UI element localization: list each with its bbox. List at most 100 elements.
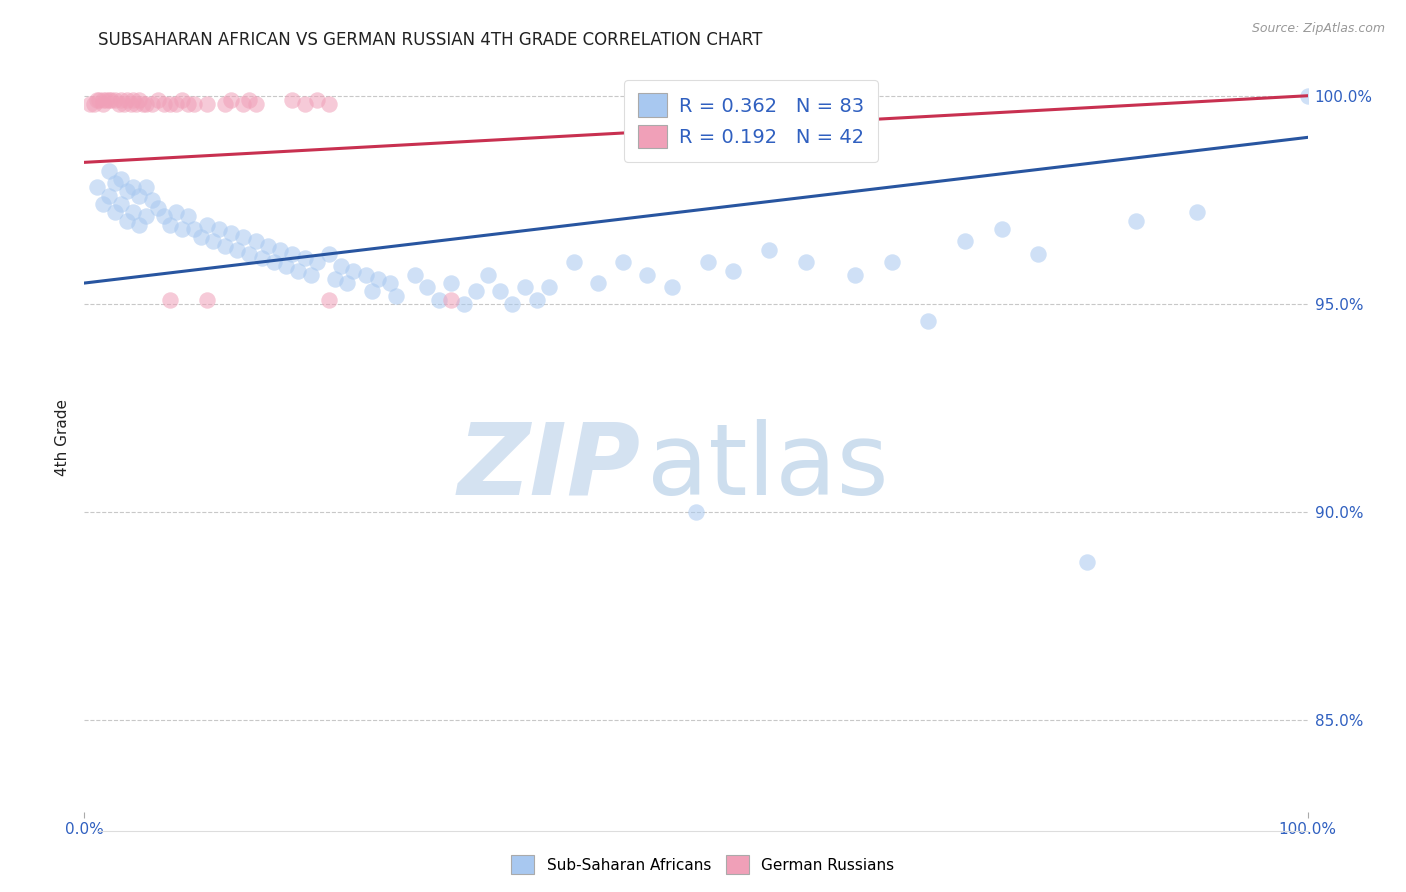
Point [464, 285, 486, 299]
Point [165, 97, 187, 112]
Point [232, 230, 254, 244]
Point [385, 288, 408, 302]
Point [122, 180, 145, 194]
Point [91, 197, 114, 211]
Text: Source: ZipAtlas.com: Source: ZipAtlas.com [1251, 22, 1385, 36]
Point [208, 222, 231, 236]
Point [318, 293, 340, 307]
Point [112, 97, 135, 112]
Point [794, 255, 817, 269]
Point [141, 97, 163, 112]
Point [183, 222, 205, 236]
Point [880, 255, 903, 269]
Point [294, 97, 316, 112]
Point [104, 93, 127, 107]
Point [110, 93, 132, 107]
Text: SUBSAHARAN AFRICAN VS GERMAN RUSSIAN 4TH GRADE CORRELATION CHART: SUBSAHARAN AFRICAN VS GERMAN RUSSIAN 4TH… [98, 31, 763, 49]
Point [953, 235, 976, 249]
Point [440, 293, 463, 307]
Point [758, 243, 780, 257]
Point [115, 93, 138, 107]
Point [146, 201, 169, 215]
Point [1296, 88, 1319, 103]
Point [489, 285, 512, 299]
Point [305, 255, 328, 269]
Point [245, 235, 267, 249]
Point [238, 93, 260, 107]
Legend: R = 0.362   N = 83, R = 0.192   N = 42: R = 0.362 N = 83, R = 0.192 N = 42 [624, 79, 877, 162]
Point [305, 93, 328, 107]
Point [177, 210, 200, 224]
Point [245, 97, 267, 112]
Point [318, 97, 340, 112]
Point [122, 93, 145, 107]
Point [172, 93, 194, 107]
Point [83, 97, 105, 112]
Point [110, 197, 132, 211]
Point [214, 97, 236, 112]
Point [87, 93, 110, 107]
Point [135, 180, 157, 194]
Point [323, 272, 346, 286]
Point [526, 293, 548, 307]
Point [120, 97, 142, 112]
Point [294, 251, 316, 265]
Point [153, 210, 176, 224]
Point [190, 230, 212, 244]
Text: ZIP: ZIP [458, 418, 641, 516]
Point [342, 263, 364, 277]
Legend: Sub-Saharan Africans, German Russians: Sub-Saharan Africans, German Russians [505, 849, 901, 880]
Point [135, 210, 157, 224]
Point [159, 293, 181, 307]
Point [104, 176, 127, 190]
Point [287, 263, 309, 277]
Point [96, 93, 118, 107]
Point [299, 268, 322, 282]
Point [214, 238, 236, 252]
Point [513, 280, 536, 294]
Point [281, 93, 304, 107]
Point [612, 255, 634, 269]
Point [1125, 213, 1147, 227]
Point [141, 193, 163, 207]
Point [128, 188, 150, 202]
Point [172, 222, 194, 236]
Point [97, 188, 120, 202]
Point [132, 97, 155, 112]
Point [159, 97, 181, 112]
Point [538, 280, 561, 294]
Point [281, 247, 304, 261]
Point [110, 172, 132, 186]
Point [183, 97, 205, 112]
Point [661, 280, 683, 294]
Point [91, 93, 114, 107]
Point [269, 243, 291, 257]
Point [991, 222, 1014, 236]
Point [404, 268, 426, 282]
Point [721, 263, 744, 277]
Point [219, 93, 242, 107]
Point [107, 97, 129, 112]
Point [360, 285, 382, 299]
Point [330, 260, 353, 274]
Point [697, 255, 720, 269]
Point [86, 180, 108, 194]
Point [562, 255, 585, 269]
Point [128, 218, 150, 232]
Point [115, 185, 138, 199]
Point [1076, 555, 1098, 569]
Point [380, 276, 402, 290]
Point [1187, 205, 1209, 219]
Text: atlas: atlas [647, 418, 889, 516]
Point [685, 505, 707, 519]
Point [238, 247, 260, 261]
Point [453, 297, 475, 311]
Point [416, 280, 439, 294]
Point [427, 293, 450, 307]
Point [97, 163, 120, 178]
Point [153, 97, 176, 112]
Point [257, 238, 280, 252]
Point [122, 205, 145, 219]
Point [219, 226, 242, 240]
Point [367, 272, 389, 286]
